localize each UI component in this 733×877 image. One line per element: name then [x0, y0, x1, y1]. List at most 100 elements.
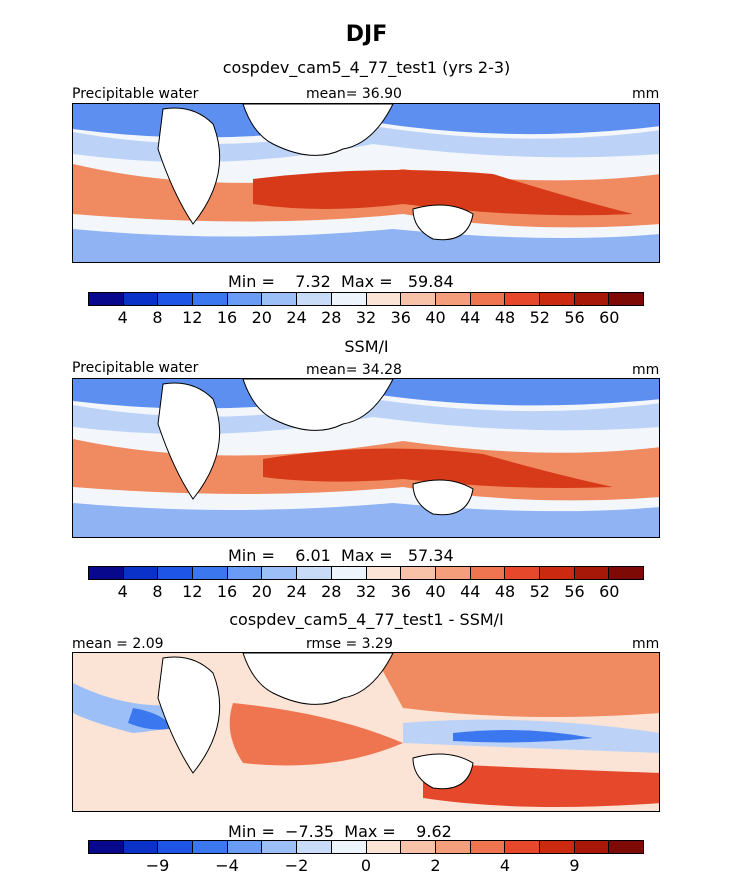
- panel3-left-label: mean = 2.09: [72, 636, 164, 652]
- colorbar-1-swatch: [539, 293, 575, 305]
- colorbar-1-tick: 60: [599, 308, 620, 327]
- colorbar-1-swatch: [158, 293, 194, 305]
- colorbar-2-tick: 28: [321, 582, 342, 601]
- colorbar-3-tick: 2: [430, 856, 441, 875]
- colorbar-3-swatch: [227, 841, 263, 853]
- colorbar-3-swatch: [401, 841, 436, 853]
- colorbar-2-tick: 48: [494, 582, 516, 601]
- colorbar-1-swatch: [193, 293, 228, 305]
- colorbar-1-swatch: [366, 293, 402, 305]
- colorbar-2-swatch: [123, 567, 159, 579]
- panel2-center-label: mean= 34.28: [306, 362, 402, 378]
- colorbar-3-swatch: [574, 841, 610, 853]
- colorbar-2-swatch: [297, 567, 332, 579]
- panel2-left-label: Precipitable water: [72, 360, 199, 376]
- colorbar-3-swatch: [366, 841, 402, 853]
- colorbar-2-swatch: [505, 567, 540, 579]
- panel3-map-svg: [73, 653, 659, 811]
- colorbar-2-tick: 32: [355, 582, 377, 601]
- colorbar-1-swatch: [435, 293, 471, 305]
- panel3-minmax: Min = −7.35 Max = 9.62: [228, 822, 452, 841]
- colorbar-1-tick: 44: [460, 308, 481, 327]
- colorbar-1-swatch: [401, 293, 436, 305]
- colorbar-1-swatch: [123, 293, 159, 305]
- page-title: DJF: [345, 22, 388, 47]
- colorbar-1-ticks: 4 8 12 16 20 24 28 32 36 40 44 48 52 56 60: [88, 308, 644, 327]
- colorbar-3-swatch: [609, 841, 643, 853]
- colorbar-3-swatch: [297, 841, 332, 853]
- panel1-center-label: mean= 36.90: [306, 86, 402, 102]
- colorbar-1-swatch: [262, 293, 298, 305]
- colorbar-2-tick: 12: [182, 582, 203, 601]
- panel1-left-label: Precipitable water: [72, 86, 199, 102]
- colorbar-2-tick: 52: [529, 582, 550, 601]
- colorbar-2-swatch: [89, 567, 124, 579]
- colorbar-3-swatch: [505, 841, 540, 853]
- colorbar-1-tick: 4: [117, 308, 128, 327]
- colorbar-2-tick: 16: [216, 582, 238, 601]
- colorbar-3-swatch: [435, 841, 471, 853]
- colorbar-1-tick: 32: [355, 308, 377, 327]
- colorbar-3-swatch: [123, 841, 159, 853]
- panel1-map: [72, 103, 660, 263]
- colorbar-2-swatch: [193, 567, 228, 579]
- panel2-map: [72, 378, 660, 538]
- colorbar-2-tick: 60: [599, 582, 620, 601]
- colorbar-1-tick: 20: [251, 308, 272, 327]
- colorbar-2-tick: 20: [251, 582, 272, 601]
- panel3-map: [72, 652, 660, 812]
- colorbar-1-tick: 16: [216, 308, 238, 327]
- panel3-center-label: rmse = 3.29: [306, 636, 393, 652]
- colorbar-1-tick: 24: [286, 308, 307, 327]
- colorbar-2-ticks: 4 8 12 16 20 24 28 32 36 40 44 48 52 56 60: [88, 582, 644, 601]
- colorbar-2-swatch: [227, 567, 263, 579]
- colorbar-2-tick: 44: [460, 582, 481, 601]
- colorbar-1-swatch: [89, 293, 124, 305]
- colorbar-1-swatch: [574, 293, 610, 305]
- colorbar-1-swatch: [297, 293, 332, 305]
- colorbar-3-swatch: [158, 841, 194, 853]
- colorbar-3-swatch: [470, 841, 506, 853]
- colorbar-3-swatch: [193, 841, 228, 853]
- panel2-minmax: Min = 6.01 Max = 57.34: [228, 546, 454, 565]
- panel3-subtitle: cospdev_cam5_4_77_test1 - SSM/I: [229, 610, 504, 629]
- panel3-right-label: mm: [632, 636, 660, 652]
- colorbar-3-swatch: [331, 841, 367, 853]
- colorbar-3: [88, 840, 644, 854]
- colorbar-1: [88, 292, 644, 306]
- colorbar-1-swatch: [470, 293, 506, 305]
- colorbar-2: [88, 566, 644, 580]
- colorbar-2-tick: 56: [564, 582, 585, 601]
- colorbar-1-swatch: [227, 293, 263, 305]
- colorbar-3-tick: −2: [284, 856, 309, 875]
- colorbar-2-swatch: [574, 567, 610, 579]
- colorbar-2-tick: 24: [286, 582, 307, 601]
- panel1-right-label: mm: [632, 86, 660, 102]
- colorbar-2-tick: 8: [152, 582, 163, 601]
- panel1-subtitle: cospdev_cam5_4_77_test1 (yrs 2-3): [222, 58, 511, 77]
- colorbar-2-swatch: [609, 567, 643, 579]
- panel2-subtitle: SSM/I: [344, 337, 389, 356]
- colorbar-1-tick: 8: [152, 308, 163, 327]
- colorbar-2-swatch: [158, 567, 194, 579]
- colorbar-2-tick: 4: [117, 582, 128, 601]
- colorbar-2-swatch: [435, 567, 471, 579]
- colorbar-1-tick: 12: [182, 308, 203, 327]
- panel2-right-label: mm: [632, 362, 660, 378]
- colorbar-1-tick: 40: [425, 308, 446, 327]
- colorbar-1-swatch: [609, 293, 643, 305]
- colorbar-2-swatch: [366, 567, 402, 579]
- colorbar-2-swatch: [401, 567, 436, 579]
- colorbar-1-swatch: [331, 293, 367, 305]
- colorbar-3-tick: 4: [499, 856, 511, 875]
- colorbar-2-swatch: [470, 567, 506, 579]
- colorbar-3-swatch: [262, 841, 298, 853]
- colorbar-1-tick: 36: [390, 308, 411, 327]
- colorbar-1-tick: 48: [494, 308, 516, 327]
- colorbar-1-swatch: [505, 293, 540, 305]
- panel2-map-svg: [73, 379, 659, 537]
- colorbar-2-swatch: [539, 567, 575, 579]
- colorbar-1-tick: 56: [564, 308, 585, 327]
- colorbar-2-swatch: [331, 567, 367, 579]
- colorbar-3-tick: 9: [569, 856, 580, 875]
